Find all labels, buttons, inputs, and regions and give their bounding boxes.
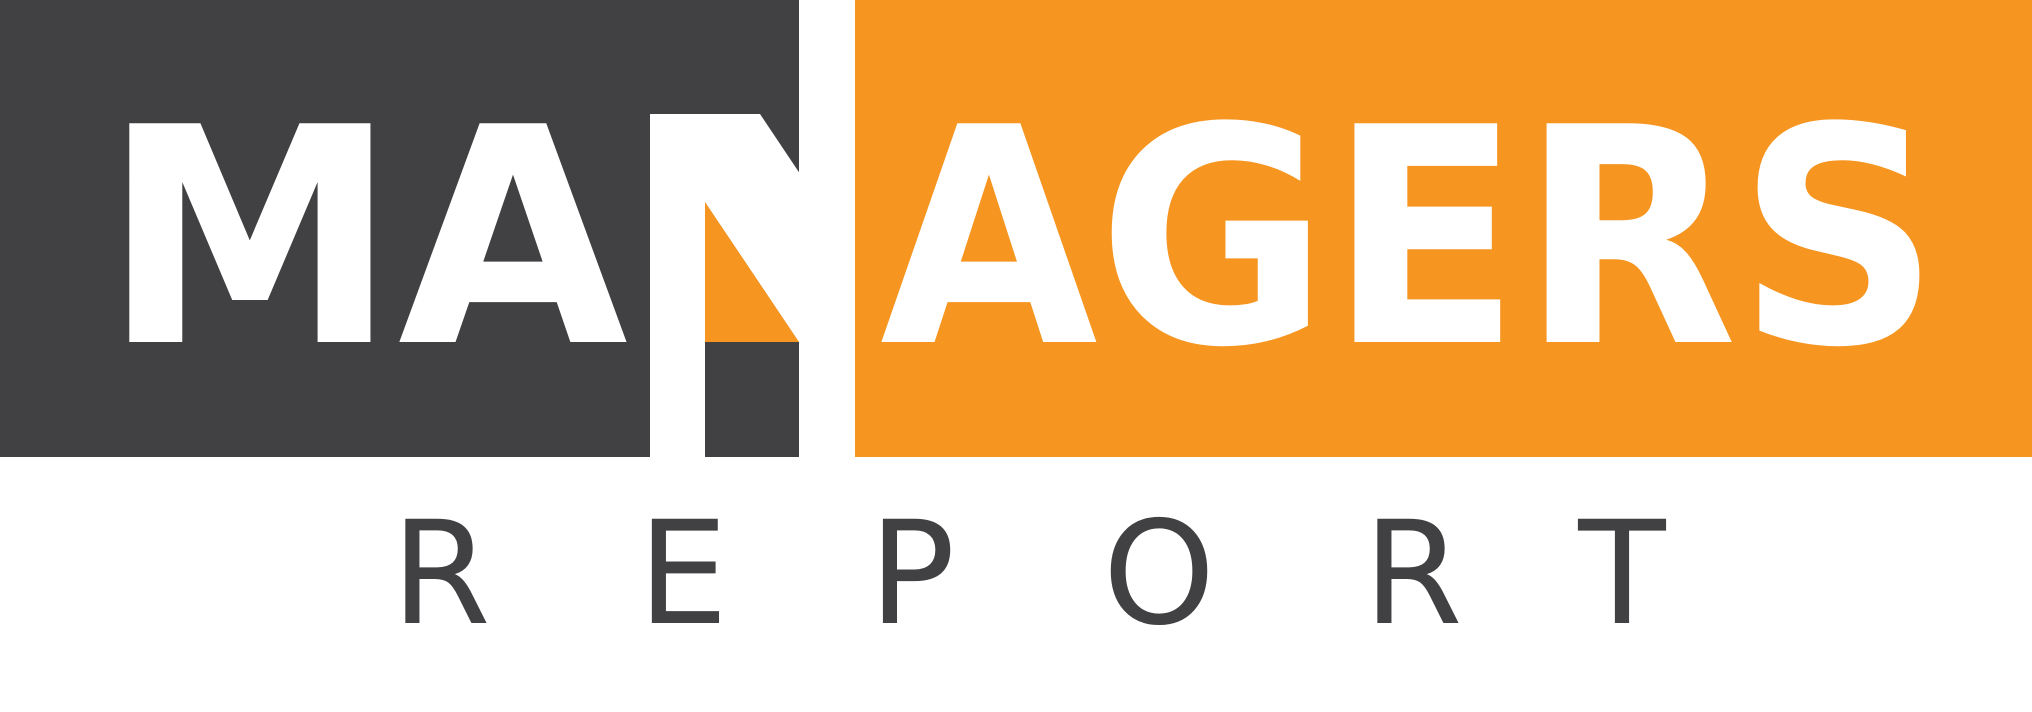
panel-divider-bottom-left bbox=[650, 342, 705, 457]
logo-title-left: MA bbox=[102, 64, 630, 413]
subtitle-letter: R bbox=[1363, 490, 1462, 657]
subtitle-letter: P bbox=[869, 490, 955, 657]
n-dark-stroke bbox=[705, 202, 799, 342]
logo-subtitle: R E P O R T bbox=[391, 490, 1666, 657]
logo-title-right: AGERS bbox=[880, 64, 1940, 413]
subtitle-letter: O bbox=[1103, 490, 1216, 657]
subtitle-letter: T bbox=[1577, 490, 1666, 657]
logo-n-glyph bbox=[650, 114, 855, 342]
subtitle-letter: R bbox=[391, 490, 490, 657]
subtitle-letter: E bbox=[638, 490, 728, 657]
orange-panel bbox=[855, 0, 2032, 457]
